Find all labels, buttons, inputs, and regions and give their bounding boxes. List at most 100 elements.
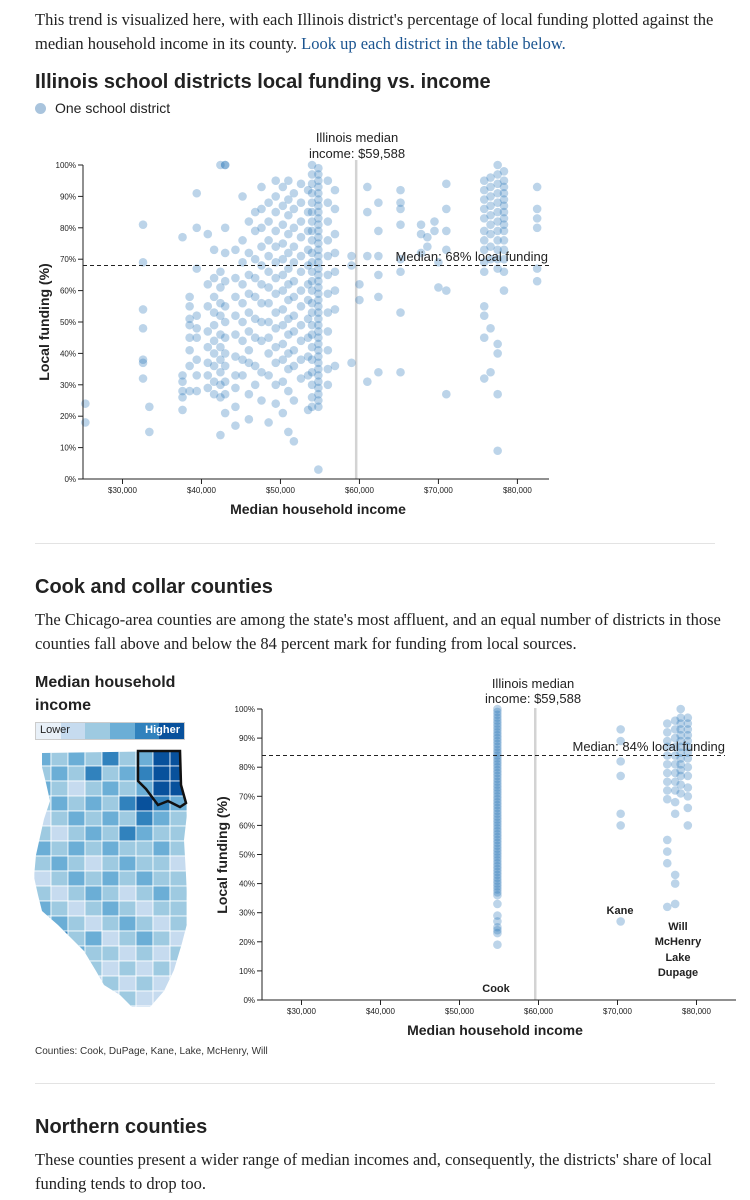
- c2-district-point[interactable]: [493, 841, 502, 851]
- c2-district-point[interactable]: [493, 789, 502, 798]
- c1-district-point[interactable]: [307, 179, 317, 189]
- c1-district-point[interactable]: [499, 226, 509, 236]
- c1-district-point[interactable]: [486, 220, 495, 229]
- c1-district-point[interactable]: [192, 371, 202, 380]
- c1-district-point[interactable]: [314, 389, 323, 399]
- c1-district-point[interactable]: [264, 251, 273, 261]
- c1-district-point[interactable]: [314, 302, 323, 311]
- c1-district-point[interactable]: [264, 418, 273, 427]
- c2-district-point[interactable]: [616, 725, 625, 734]
- c1-district-point[interactable]: [307, 393, 317, 402]
- c2-district-point[interactable]: [683, 792, 693, 801]
- c1-district-point[interactable]: [278, 254, 288, 264]
- c1-district-point[interactable]: [499, 254, 509, 264]
- c1-district-point[interactable]: [284, 364, 293, 374]
- c1-district-point[interactable]: [314, 327, 323, 336]
- c1-district-point[interactable]: [278, 182, 288, 192]
- c1-district-point[interactable]: [250, 333, 260, 343]
- c1-district-point[interactable]: [192, 311, 202, 321]
- c2-district-point[interactable]: [493, 890, 502, 900]
- c1-district-point[interactable]: [289, 276, 299, 286]
- c2-district-point[interactable]: [676, 754, 685, 763]
- c1-district-point[interactable]: [532, 264, 542, 273]
- c2-district-point[interactable]: [493, 864, 502, 874]
- c1-district-point[interactable]: [284, 295, 293, 305]
- c1-district-point[interactable]: [271, 226, 281, 236]
- c1-district-point[interactable]: [271, 192, 281, 201]
- c2-district-point[interactable]: [493, 870, 502, 880]
- c1-district-point[interactable]: [330, 286, 340, 295]
- c2-district-point[interactable]: [493, 858, 502, 868]
- c1-district-point[interactable]: [220, 349, 230, 358]
- c1-district-point[interactable]: [314, 289, 323, 299]
- c1-district-point[interactable]: [499, 245, 509, 255]
- c1-district-point[interactable]: [278, 239, 288, 248]
- c2-district-point[interactable]: [493, 774, 502, 784]
- c1-district-point[interactable]: [307, 330, 317, 339]
- c1-district-point[interactable]: [416, 229, 426, 239]
- c1-district-point[interactable]: [231, 311, 240, 321]
- c1-district-point[interactable]: [238, 371, 247, 380]
- c1-district-point[interactable]: [271, 258, 281, 267]
- c1-district-point[interactable]: [479, 258, 489, 267]
- c1-district-point[interactable]: [347, 251, 356, 261]
- c1-district-point[interactable]: [307, 188, 317, 198]
- c1-district-point[interactable]: [499, 176, 509, 185]
- c1-district-point[interactable]: [278, 270, 288, 280]
- c1-district-point[interactable]: [271, 207, 281, 217]
- c1-district-point[interactable]: [185, 333, 194, 343]
- c1-district-point[interactable]: [244, 327, 254, 336]
- c1-district-point[interactable]: [314, 195, 323, 204]
- c1-district-point[interactable]: [303, 352, 313, 361]
- c2-district-point[interactable]: [676, 736, 685, 746]
- c1-district-point[interactable]: [264, 267, 273, 277]
- c1-district-point[interactable]: [374, 226, 383, 236]
- c1-district-point[interactable]: [442, 204, 451, 214]
- c1-district-point[interactable]: [307, 342, 317, 352]
- c1-district-point[interactable]: [296, 267, 306, 277]
- c1-district-point[interactable]: [178, 377, 187, 386]
- c1-district-point[interactable]: [231, 421, 240, 430]
- c1-district-point[interactable]: [250, 361, 260, 371]
- c2-district-point[interactable]: [493, 867, 502, 877]
- c2-district-point[interactable]: [493, 856, 502, 865]
- c1-district-point[interactable]: [499, 286, 509, 295]
- c1-district-point[interactable]: [284, 195, 293, 204]
- c1-district-point[interactable]: [314, 276, 323, 286]
- c2-district-point[interactable]: [670, 716, 680, 725]
- c1-district-point[interactable]: [479, 267, 489, 277]
- c1-district-point[interactable]: [220, 408, 230, 418]
- c1-district-point[interactable]: [264, 236, 273, 245]
- c1-district-point[interactable]: [314, 383, 323, 393]
- c1-district-point[interactable]: [307, 217, 317, 226]
- c1-district-point[interactable]: [303, 405, 313, 415]
- c2-district-point[interactable]: [493, 844, 502, 853]
- c1-district-point[interactable]: [493, 349, 502, 358]
- c1-district-point[interactable]: [323, 236, 333, 245]
- c1-district-point[interactable]: [532, 214, 542, 223]
- c1-district-point[interactable]: [231, 352, 240, 361]
- c1-district-point[interactable]: [307, 267, 317, 277]
- c1-district-point[interactable]: [307, 355, 317, 364]
- c2-district-point[interactable]: [662, 751, 672, 760]
- c1-district-point[interactable]: [307, 320, 317, 330]
- c2-district-point[interactable]: [493, 733, 502, 743]
- c1-district-point[interactable]: [493, 226, 502, 236]
- c2-district-point[interactable]: [670, 733, 680, 743]
- c1-district-point[interactable]: [303, 226, 313, 236]
- c1-district-point[interactable]: [244, 345, 254, 355]
- c2-district-point[interactable]: [662, 794, 672, 804]
- c1-district-point[interactable]: [296, 198, 306, 207]
- c1-district-point[interactable]: [192, 264, 202, 273]
- c1-district-point[interactable]: [493, 160, 502, 170]
- c1-district-point[interactable]: [314, 226, 323, 236]
- c1-district-point[interactable]: [442, 286, 451, 295]
- c2-district-point[interactable]: [493, 812, 502, 821]
- c1-district-point[interactable]: [479, 214, 489, 223]
- c1-district-point[interactable]: [314, 170, 323, 179]
- c2-district-point[interactable]: [493, 792, 502, 801]
- c1-district-point[interactable]: [314, 176, 323, 185]
- c1-district-point[interactable]: [203, 302, 213, 311]
- c2-district-point[interactable]: [493, 748, 502, 757]
- c1-district-point[interactable]: [499, 214, 509, 223]
